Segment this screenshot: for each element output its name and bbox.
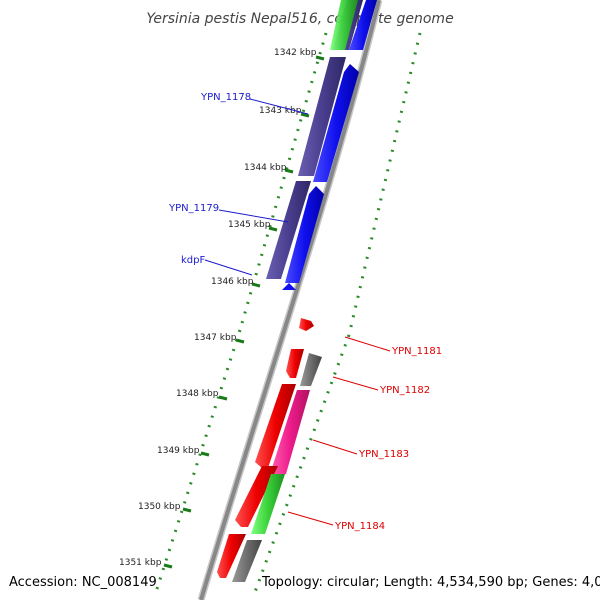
gene-top-blue[interactable]	[349, 0, 377, 50]
gene-red-large-2[interactable]	[235, 466, 278, 527]
label-ypn-1178[interactable]: YPN_1178	[200, 92, 251, 103]
label-ypn-1179[interactable]: YPN_1179	[168, 203, 219, 214]
tick-label-1347: 1347 kbp	[194, 333, 237, 343]
tick-label-1348: 1348 kbp	[176, 389, 219, 399]
label-ypn-1183[interactable]: YPN_1183	[358, 449, 409, 460]
tick-label-1344: 1344 kbp	[244, 163, 287, 173]
gene-top-green[interactable]	[330, 0, 358, 50]
leader-ypn-1182	[332, 376, 379, 391]
leader-ypn-1184	[287, 511, 334, 526]
tick-marks	[163, 55, 325, 569]
inner-dotted-ring-lower	[153, 329, 242, 596]
label-ypn-1184[interactable]: YPN_1184	[334, 521, 385, 532]
topology-text: Topology: circular; Length: 4,534,590 bp…	[261, 575, 600, 590]
leader-ypn-1178	[249, 98, 309, 115]
label-ypn-1181[interactable]: YPN_1181	[391, 346, 442, 357]
gene-ypn-1182[interactable]	[300, 353, 322, 386]
leader-ypn-1183	[312, 439, 358, 455]
genome-backbone	[199, 0, 381, 600]
tick-label-1343: 1343 kbp	[259, 106, 302, 116]
label-kdpf[interactable]: kdpF	[181, 255, 205, 266]
accession-text: Accession: NC_008149	[9, 575, 157, 590]
gene-ypn-1179[interactable]	[285, 186, 324, 283]
gene-ypn-1179-outer[interactable]	[266, 181, 311, 279]
map-title: Yersinia pestis Nepal516, complete genom…	[146, 11, 453, 27]
gene-ypn-1178[interactable]	[313, 64, 359, 182]
inner-dotted-ring	[238, 32, 328, 331]
leader-kdpf	[204, 259, 253, 276]
gene-red-bottom[interactable]	[217, 534, 246, 578]
gene-red-1182a[interactable]	[286, 349, 304, 378]
tick-label-1342: 1342 kbp	[274, 48, 317, 58]
gene-ypn-1184[interactable]	[251, 474, 285, 534]
leader-ypn-1181	[344, 336, 391, 352]
gene-red-large-1[interactable]	[255, 384, 296, 468]
tick-label-1351: 1351 kbp	[119, 558, 162, 568]
tick-label-1350: 1350 kbp	[138, 502, 181, 512]
gene-ypn-1183[interactable]	[270, 390, 310, 474]
label-ypn-1182[interactable]: YPN_1182	[379, 385, 430, 396]
tick-label-1345: 1345 kbp	[228, 220, 271, 230]
gene-kdpf[interactable]	[282, 283, 296, 290]
tick-label-1346: 1346 kbp	[211, 277, 254, 287]
gene-ypn-1178-outer[interactable]	[298, 57, 346, 176]
outer-dotted-ring	[347, 32, 422, 336]
gene-gray-bottom[interactable]	[232, 540, 262, 582]
gene-ypn-1181[interactable]	[299, 318, 314, 331]
tick-label-1349: 1349 kbp	[157, 446, 200, 456]
leader-ypn-1179	[218, 209, 289, 223]
